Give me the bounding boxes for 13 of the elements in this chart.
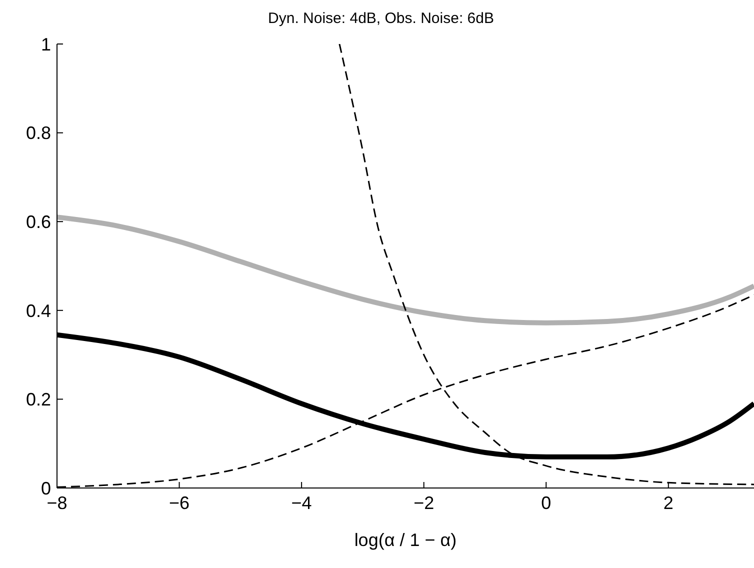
x-axis-title: log(α / 1 − α) xyxy=(353,530,458,551)
x-tick-label: 2 xyxy=(663,492,674,513)
y-tick-label: 0.8 xyxy=(26,123,51,144)
x-tick-label: −6 xyxy=(169,492,190,513)
x-tick-label: 0 xyxy=(541,492,552,513)
x-tick-label: −4 xyxy=(291,492,312,513)
chart-title: Dyn. Noise: 4dB, Obs. Noise: 6dB xyxy=(267,9,495,29)
x-tick-label: −2 xyxy=(414,492,434,513)
y-tick-label: 1 xyxy=(40,34,51,54)
y-tick-label: 0.6 xyxy=(26,212,51,232)
y-tick-label: 0.2 xyxy=(26,390,51,410)
y-tick-label: 0 xyxy=(40,478,51,498)
y-tick-label: 0.4 xyxy=(26,300,51,321)
